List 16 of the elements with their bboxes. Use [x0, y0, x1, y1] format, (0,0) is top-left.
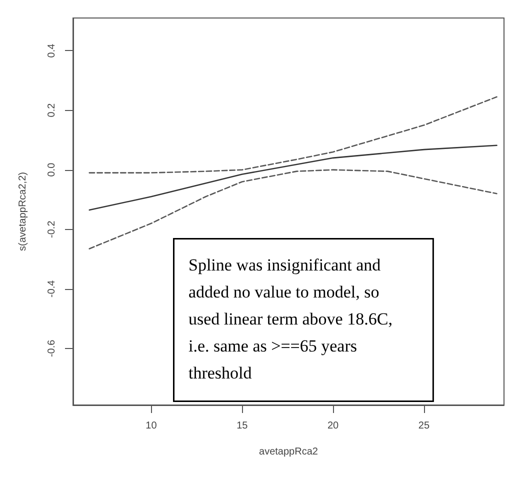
y-tick-label: 0.4	[46, 43, 58, 58]
line-series	[88, 169, 498, 250]
y-tick-label: 0.2	[46, 102, 58, 118]
x-axis-title: avetappRca2	[259, 446, 318, 458]
x-tick-label: 15	[236, 420, 248, 432]
line-series	[88, 96, 498, 174]
x-tick-label: 20	[327, 420, 340, 432]
y-tick-label: 0.0	[46, 162, 58, 177]
y-tick-label: -0.4	[46, 280, 58, 298]
y-axis-title: s(avetappRca2,2)	[18, 172, 28, 251]
x-tick-label: 25	[418, 420, 430, 432]
x-tick-label: 10	[146, 420, 158, 432]
line-series	[88, 144, 498, 211]
annotation: Spline was insignificant and added no value to model, so used linear term above 18.6C, i.e. same as >==65 years threshold	[188, 256, 392, 382]
y-tick-label: -0.6	[46, 339, 58, 358]
y-tick-label: -0.2	[46, 220, 58, 238]
